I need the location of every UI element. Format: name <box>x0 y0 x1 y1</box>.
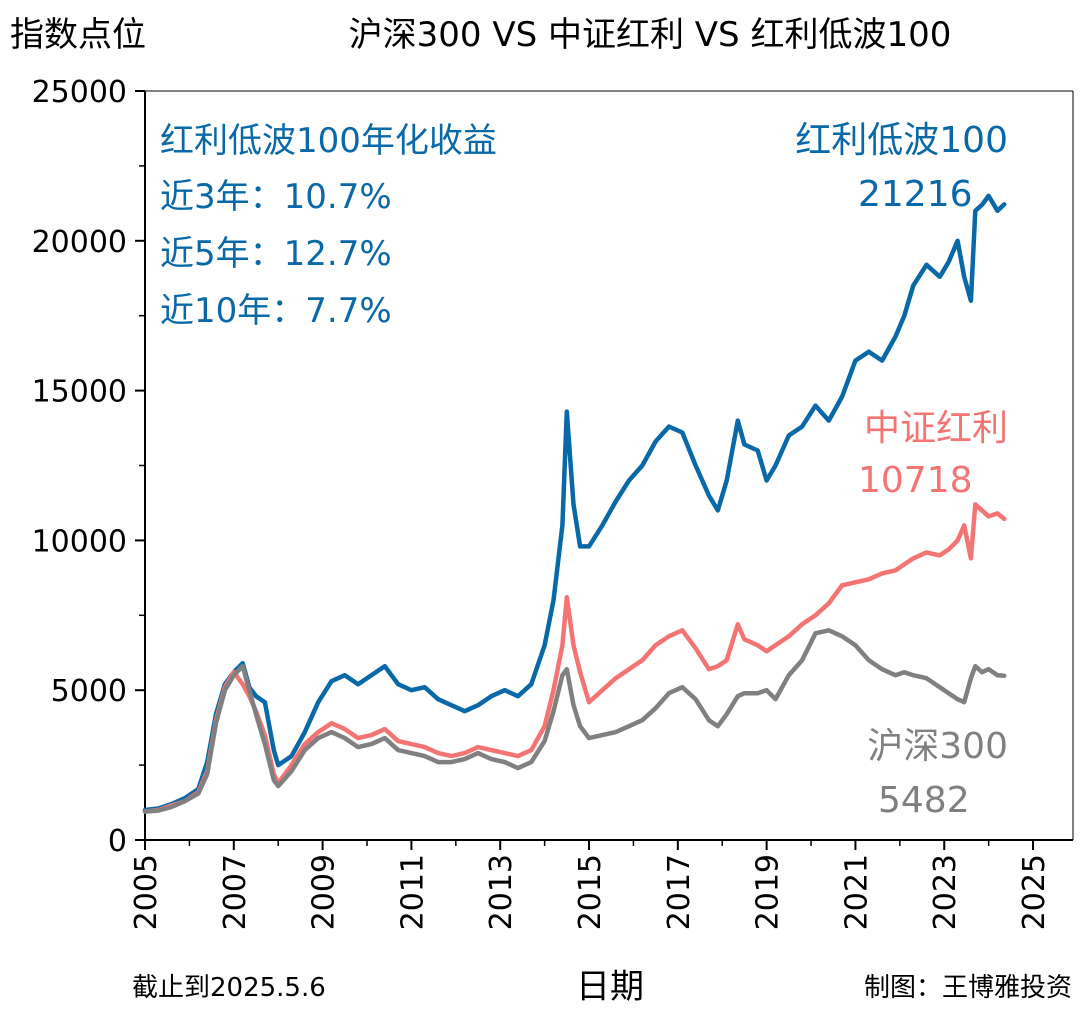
x-tick-label: 2013 <box>484 854 519 930</box>
x-tick-label: 2007 <box>218 854 253 930</box>
y-tick-label: 5000 <box>51 674 127 709</box>
y-tick-label: 15000 <box>32 375 127 410</box>
series-value-label: 10718 <box>858 460 973 501</box>
x-tick-label: 2015 <box>573 854 608 930</box>
series-name-label: 沪深300 <box>867 726 1008 767</box>
series-name-label: 红利低波100 <box>795 120 1008 161</box>
y-axis-title: 指数点位 <box>10 15 146 55</box>
x-tick-label: 2021 <box>839 854 874 930</box>
series-line-2 <box>142 628 1007 814</box>
returns-title: 红利低波100年化收益 <box>160 121 497 161</box>
footer-left: 截止到2025.5.6 <box>132 973 326 1003</box>
x-tick-label: 2005 <box>129 854 164 930</box>
x-tick-label: 2009 <box>307 854 342 930</box>
y-tick-label: 20000 <box>32 225 127 260</box>
series-name-label: 中证红利 <box>864 408 1008 449</box>
series-value-label: 21216 <box>858 174 973 215</box>
labels-layer: 指数点位 沪深300 VS 中证红利 VS 红利低波100 日期 截止到2025.5.… <box>10 15 1072 1007</box>
x-tick-label: 2019 <box>751 854 786 930</box>
returns-line: 近5年：12.7% <box>160 234 392 274</box>
chart-title: 沪深300 VS 中证红利 VS 红利低波100 <box>349 15 952 55</box>
x-tick-label: 2023 <box>928 854 963 930</box>
y-tick-label: 0 <box>108 824 127 859</box>
y-tick-label: 25000 <box>32 75 127 110</box>
x-tick-label: 2025 <box>1017 854 1052 930</box>
x-tick-label: 2011 <box>395 854 430 930</box>
footer-right: 制图：王博雅投资 <box>864 973 1072 1003</box>
axes: 0 5000 10000 15000 20000 25000 2005 2007 2009 201… <box>32 75 1074 930</box>
returns-line: 近10年：7.7% <box>160 291 392 331</box>
x-tick-label: 2017 <box>662 854 697 930</box>
y-tick-label: 10000 <box>32 524 127 559</box>
x-axis-title: 日期 <box>576 967 644 1007</box>
series-value-label: 5482 <box>878 780 970 821</box>
returns-line: 近3年：10.7% <box>160 177 392 217</box>
series-layer <box>142 193 1007 814</box>
series-line-0 <box>142 193 1007 813</box>
